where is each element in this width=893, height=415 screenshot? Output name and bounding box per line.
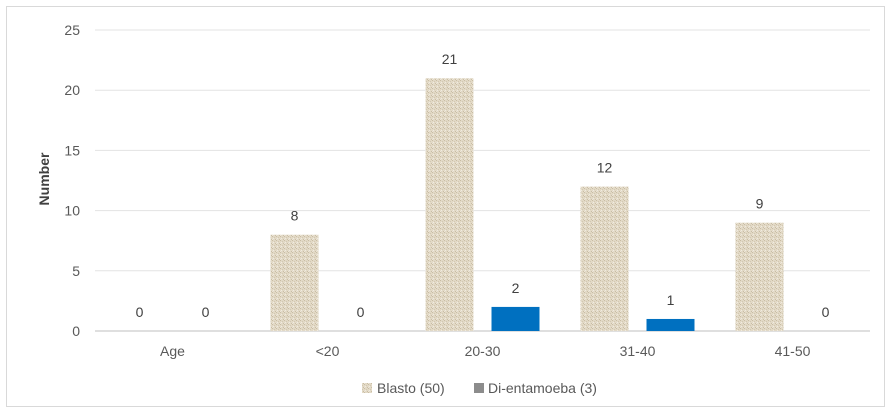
y-tick-label: 0 <box>72 323 80 339</box>
data-label: 2 <box>512 280 520 296</box>
data-label: 1 <box>667 292 675 308</box>
y-tick-label: 20 <box>64 82 80 98</box>
data-label: 0 <box>357 304 365 320</box>
data-label: 21 <box>442 51 458 67</box>
bar-blasto <box>425 78 474 331</box>
y-tick-label: 25 <box>64 22 80 38</box>
data-label: 0 <box>202 304 210 320</box>
y-tick-label: 10 <box>64 203 80 219</box>
data-label: 0 <box>822 304 830 320</box>
legend: Blasto (50) Di-entamoeba (3) <box>362 380 597 396</box>
bar-blasto <box>735 222 784 331</box>
y-tick-label: 5 <box>72 263 80 279</box>
legend-label-blasto: Blasto (50) <box>377 380 445 396</box>
legend-swatch-dientamoeba <box>474 383 484 393</box>
data-label: 12 <box>597 160 613 176</box>
y-tick-label: 15 <box>64 142 80 158</box>
x-tick-label: 41-50 <box>775 343 811 359</box>
legend-swatch-blasto <box>362 383 372 393</box>
data-label: 9 <box>756 196 764 212</box>
x-tick-label: <20 <box>316 343 340 359</box>
data-label: 8 <box>291 208 299 224</box>
bar-dientamoeba <box>491 306 540 331</box>
bar-blasto <box>580 186 629 331</box>
x-tick-label: Age <box>160 343 185 359</box>
y-axis-label: Number <box>36 152 52 205</box>
bar-dientamoeba <box>646 318 695 331</box>
legend-label-dientamoeba: Di-entamoeba (3) <box>488 380 597 396</box>
bar-blasto <box>270 234 319 331</box>
data-label: 0 <box>136 304 144 320</box>
x-tick-label: 20-30 <box>465 343 501 359</box>
x-tick-label: 31-40 <box>620 343 656 359</box>
